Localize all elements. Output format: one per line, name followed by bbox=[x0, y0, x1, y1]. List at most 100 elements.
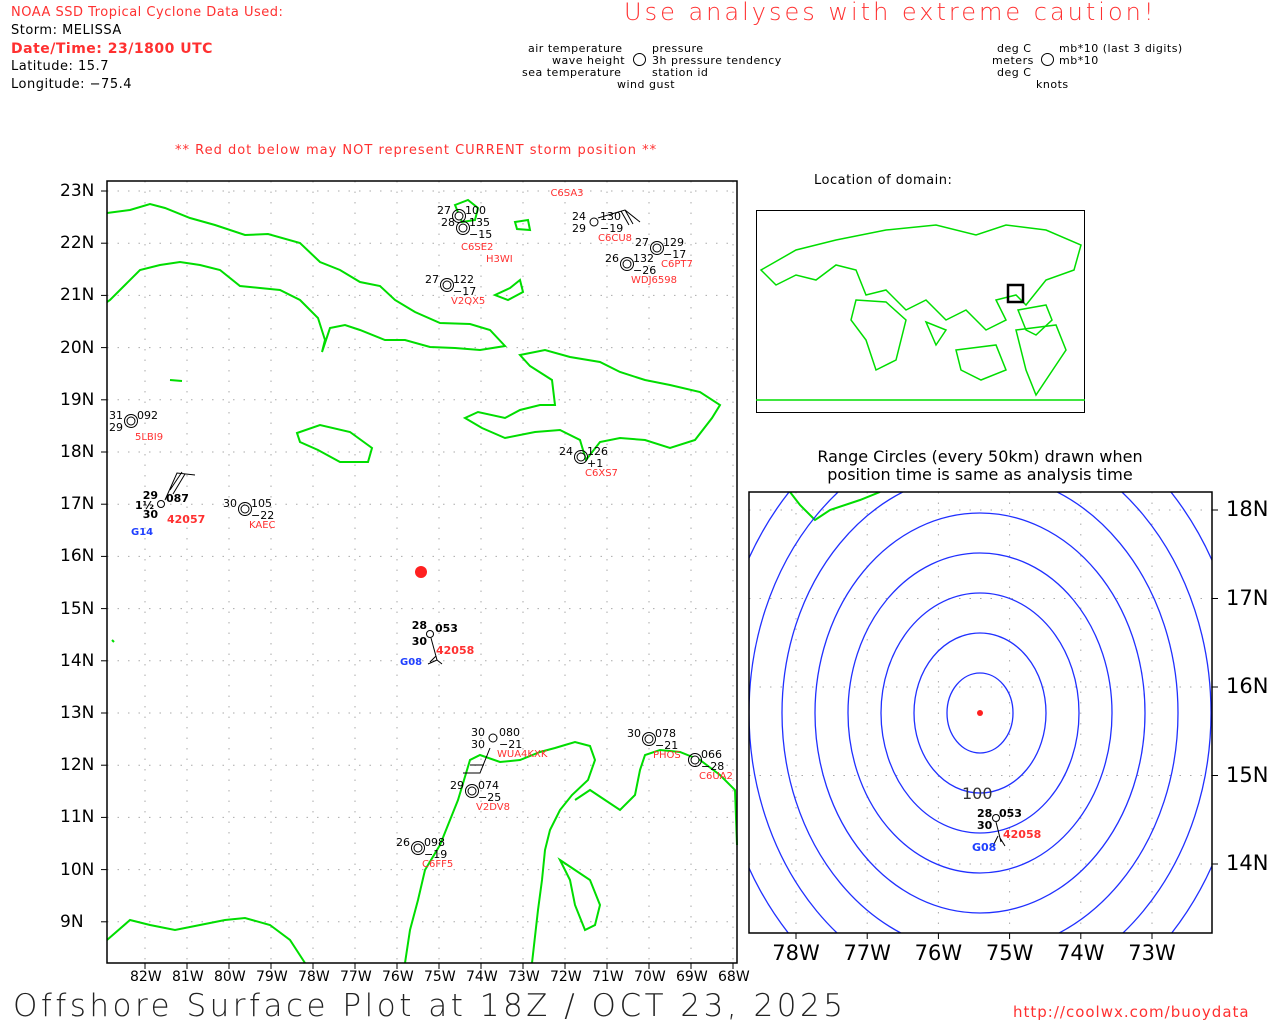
range-storm-dot[interactable] bbox=[977, 710, 983, 716]
station-air-temp: 30 bbox=[223, 497, 237, 510]
station-pressure: 098 bbox=[424, 836, 445, 849]
data-source-label: NOAA SSD Tropical Cyclone Data Used: bbox=[11, 5, 284, 20]
station-tendency: −28 bbox=[701, 760, 724, 773]
station-pressure: 074 bbox=[478, 779, 499, 792]
range-buoy-sea: 30 bbox=[977, 819, 993, 832]
station-id: 5LBI9 bbox=[135, 432, 163, 443]
station-sea-temp: 30 bbox=[471, 738, 485, 751]
station-id: C6SE2 bbox=[461, 242, 493, 253]
legend-station-id: station id bbox=[652, 66, 709, 79]
range-circle bbox=[814, 512, 1146, 914]
lon-label: 68W bbox=[718, 969, 750, 985]
station-pressure: 100 bbox=[465, 204, 486, 217]
coastlines bbox=[106, 198, 738, 964]
station-air-temp: 28 bbox=[441, 216, 455, 229]
buoy-plot-42058[interactable]: 28 053 30 42058 G08 bbox=[400, 619, 474, 668]
station-tendency: −25 bbox=[478, 791, 501, 804]
legend-pressure: pressure bbox=[652, 42, 704, 55]
station-plot[interactable]: H3WI bbox=[486, 254, 513, 265]
station-air-temp: 30 bbox=[471, 726, 485, 739]
station-circle-icon bbox=[442, 280, 452, 290]
range-buoy-42058[interactable]: 28 053 30 42058 G08 bbox=[972, 807, 1041, 854]
station-id: WDJ6598 bbox=[631, 275, 677, 286]
station-tendency: −19 bbox=[424, 848, 447, 861]
units-air: deg C bbox=[997, 42, 1032, 55]
range-circle bbox=[913, 632, 1047, 794]
lon-label: 74W bbox=[466, 969, 498, 985]
range-circle bbox=[781, 492, 1179, 933]
station-id: C6UA2 bbox=[699, 771, 733, 782]
station-pressure: 132 bbox=[633, 252, 654, 265]
station-pressure: 092 bbox=[137, 409, 158, 422]
main-map-frame bbox=[106, 180, 738, 964]
legend-sea-temp: sea temperature bbox=[522, 66, 622, 79]
station-plot[interactable]: 27 100 bbox=[437, 204, 486, 223]
range-lon-label: 76W bbox=[914, 941, 963, 965]
wave-ring-icon bbox=[465, 784, 479, 798]
storm-position-dot[interactable] bbox=[415, 566, 427, 578]
station-air-temp: 31 bbox=[109, 409, 123, 422]
station-air-temp: 26 bbox=[396, 836, 410, 849]
station-sea-temp: 29 bbox=[572, 222, 586, 235]
wave-ring-icon bbox=[620, 257, 634, 271]
station-air-temp: 24 bbox=[572, 210, 586, 223]
range-circle bbox=[880, 592, 1080, 834]
lat-label: 20N bbox=[60, 337, 95, 358]
buoy-sea-temp: 30 bbox=[412, 635, 428, 648]
units-sea: deg C bbox=[997, 66, 1032, 79]
range-lat-label: 16N bbox=[1226, 674, 1269, 698]
source-url-link[interactable]: http://coolwx.com/buoydata bbox=[1013, 1003, 1250, 1021]
station-id: C6CU8 bbox=[598, 233, 632, 244]
lat-label: 19N bbox=[60, 389, 95, 410]
buoy-air-temp: 29 bbox=[143, 489, 158, 502]
station-circle-icon bbox=[454, 211, 464, 221]
station-id: V2QX5 bbox=[451, 296, 485, 307]
station-air-temp: 26 bbox=[605, 252, 619, 265]
range-lat-label: 18N bbox=[1226, 497, 1269, 521]
range-lon-label: 77W bbox=[843, 941, 891, 965]
range-buoy-air: 28 bbox=[977, 807, 992, 820]
lon-label: 82W bbox=[130, 969, 162, 985]
buoy-gust: G08 bbox=[400, 657, 422, 668]
station-id: H3WI bbox=[486, 254, 513, 265]
wave-ring-icon bbox=[440, 278, 454, 292]
station-tendency: −15 bbox=[469, 228, 492, 241]
storm-datetime: Date/Time: 23/1800 UTC bbox=[11, 41, 213, 57]
lat-label: 21N bbox=[60, 285, 95, 306]
map-grid bbox=[107, 181, 737, 963]
range-circle bbox=[749, 492, 1212, 933]
lat-label: 17N bbox=[60, 494, 95, 515]
storm-name: Storm: MELISSA bbox=[11, 23, 122, 38]
domain-location-box bbox=[1006, 283, 1025, 304]
range-buoy-pressure: 053 bbox=[999, 807, 1022, 820]
buoy-wave-height: 1½ bbox=[135, 499, 154, 512]
wave-ring-icon bbox=[688, 753, 702, 767]
range-buoy-id: 42058 bbox=[1003, 828, 1041, 841]
range-circle bbox=[946, 672, 1014, 754]
range-lat-label: 14N bbox=[1226, 851, 1269, 875]
station-tendency: −21 bbox=[499, 738, 522, 751]
buoy-pressure: 087 bbox=[166, 492, 189, 505]
wave-ring-icon bbox=[574, 450, 588, 464]
lat-label: 9N bbox=[60, 911, 84, 932]
station-circle-icon bbox=[458, 223, 468, 233]
station-id: C6SA3 bbox=[550, 188, 583, 199]
buoy-plot-42057[interactable]: 29 087 1½30 42057 G14 bbox=[131, 489, 205, 538]
units-pressure: mb*10 (last 3 digits) bbox=[1059, 42, 1183, 55]
range-lon-label: 75W bbox=[985, 941, 1034, 965]
station-plot[interactable]: C6SA3 bbox=[550, 188, 583, 199]
station-circle-icon bbox=[240, 504, 250, 514]
